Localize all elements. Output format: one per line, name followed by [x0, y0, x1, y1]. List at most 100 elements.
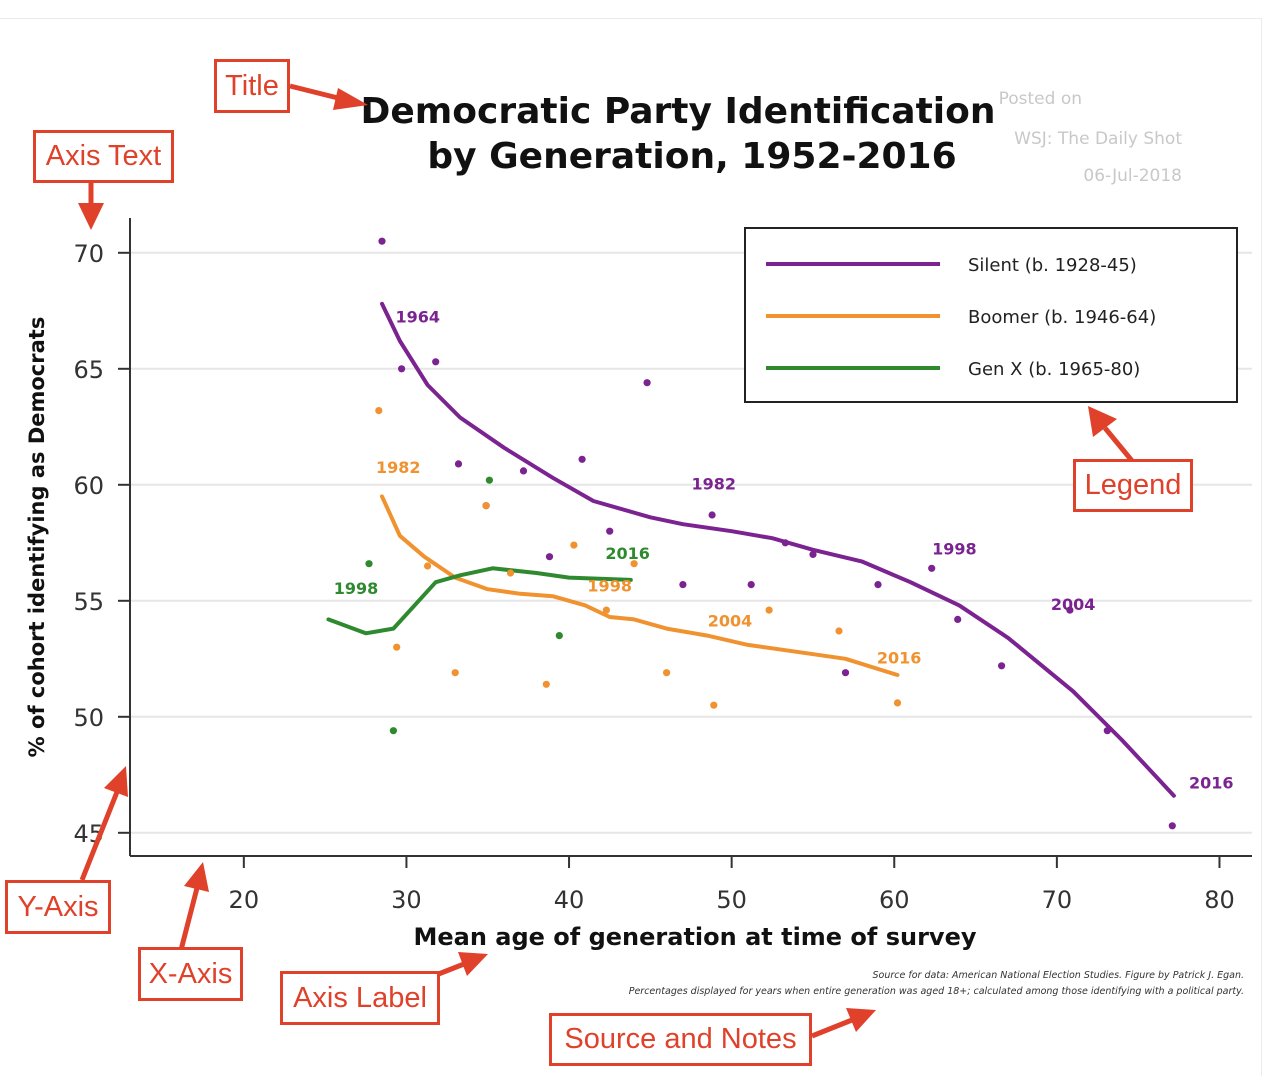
- callout-legend: Legend: [1073, 459, 1193, 512]
- data-point-boomer: [375, 407, 383, 415]
- arrow-x-axis: [178, 862, 209, 951]
- axes: [118, 218, 1252, 868]
- callout-axis-text: Axis Text: [33, 130, 174, 183]
- data-point-silent: [643, 379, 651, 387]
- data-point-silent: [781, 539, 789, 547]
- trend-line-boomer: [380, 494, 900, 677]
- x-axis-label: Mean age of generation at time of survey: [414, 923, 977, 951]
- legend-entry-silent: Silent (b. 1928-45): [968, 255, 1137, 276]
- x-tick-label-80: 80: [1204, 886, 1235, 914]
- y-tick-label-60: 60: [73, 472, 104, 500]
- source-note-line2: Percentages displayed for years when ent…: [629, 986, 1244, 997]
- data-point-boomer: [602, 606, 611, 614]
- data-point-silent: [928, 564, 936, 572]
- y-tick-label-50: 50: [73, 704, 104, 732]
- data-point-boomer: [893, 699, 902, 707]
- callout-x-axis: X-Axis: [138, 947, 243, 1001]
- year-labels: 1964 1982 1998 2004 2016 1982 1998 2004 2016 1998…: [334, 307, 1234, 792]
- trend-lines: [326, 301, 1176, 798]
- x-tick-label-30: 30: [391, 886, 422, 914]
- x-tick-label-40: 40: [554, 886, 585, 914]
- y-tick-label-70: 70: [73, 240, 104, 268]
- data-point-silent: [454, 460, 463, 468]
- data-point-silent: [606, 527, 614, 535]
- data-point-silent: [545, 553, 554, 561]
- data-point-silent: [1103, 727, 1111, 735]
- data-point-boomer: [542, 680, 550, 688]
- year-label-boomer-2004: 2004: [708, 611, 753, 630]
- data-point-boomer: [570, 541, 578, 549]
- callout-source-notes: Source and Notes: [549, 1013, 812, 1066]
- trend-line-silent: [380, 301, 1176, 798]
- year-label-genx-2016: 2016: [605, 544, 650, 563]
- source-note-line1: Source for data: American National Elect…: [873, 970, 1245, 981]
- data-point-silent: [1066, 606, 1074, 614]
- data-point-silent: [1168, 822, 1176, 830]
- x-tick-label-60: 60: [879, 886, 910, 914]
- y-tick-label-55: 55: [73, 588, 104, 616]
- data-point-silent: [378, 237, 386, 245]
- data-point-boomer: [710, 701, 718, 709]
- x-tick-label-50: 50: [716, 886, 747, 914]
- data-point-boomer: [482, 502, 490, 510]
- data-point-silent: [708, 511, 716, 519]
- data-point-silent: [578, 455, 586, 463]
- year-label-silent-2016: 2016: [1189, 774, 1234, 793]
- figure-frame: [0, 18, 1262, 1076]
- watermark-line1: Posted on: [999, 89, 1082, 109]
- data-point-silent: [398, 365, 406, 373]
- year-label-silent-1964: 1964: [396, 307, 441, 326]
- legend-entry-boomer: Boomer (b. 1946-64): [968, 307, 1156, 328]
- data-point-silent: [874, 581, 882, 589]
- data-point-silent: [519, 467, 528, 475]
- arrow-title: [289, 83, 368, 110]
- arrow-source-notes: [811, 1008, 876, 1039]
- arrow-axis-text: [78, 182, 104, 230]
- chart-title-line1: Democratic Party Identification: [360, 91, 995, 132]
- data-point-boomer: [835, 627, 843, 635]
- chart-title-line2: by Generation, 1952-2016: [427, 136, 956, 177]
- year-label-silent-1982: 1982: [692, 474, 737, 493]
- data-point-boomer: [506, 569, 515, 577]
- year-label-boomer-1982: 1982: [376, 458, 421, 477]
- callout-arrows: [78, 83, 1135, 1039]
- year-label-boomer-1998: 1998: [587, 577, 632, 596]
- data-points: [365, 237, 1176, 830]
- data-point-boomer: [663, 669, 671, 677]
- data-point-boomer: [424, 562, 432, 570]
- data-point-boomer: [393, 643, 401, 651]
- year-label-genx-1998: 1998: [334, 579, 379, 598]
- callout-axis-label: Axis Label: [280, 971, 440, 1025]
- data-point-silent: [841, 669, 850, 677]
- data-point-genx: [555, 632, 563, 640]
- year-label-boomer-2016: 2016: [877, 648, 922, 667]
- callout-y-axis: Y-Axis: [5, 880, 111, 934]
- y-tick-label-65: 65: [73, 356, 104, 384]
- x-tick-label-20: 20: [229, 886, 260, 914]
- data-point-silent: [747, 581, 755, 589]
- data-point-silent: [679, 581, 687, 589]
- data-point-boomer: [765, 606, 773, 614]
- watermark-line2: WSJ: The Daily Shot: [1014, 129, 1182, 149]
- data-point-silent: [954, 615, 962, 624]
- y-axis-label: % of cohort identifying as Democrats: [25, 317, 49, 758]
- legend: Silent (b. 1928-45) Boomer (b. 1946-64) …: [744, 227, 1238, 403]
- data-point-boomer: [630, 560, 638, 568]
- arrow-axis-label: [435, 952, 488, 978]
- trend-line-genx: [326, 566, 633, 636]
- watermark-line3: 06-Jul-2018: [1083, 166, 1182, 186]
- data-point-silent: [998, 662, 1006, 670]
- legend-entry-genx: Gen X (b. 1965-80): [968, 359, 1140, 380]
- data-point-genx: [485, 476, 493, 484]
- year-label-silent-1998: 1998: [932, 539, 977, 558]
- x-tick-label-70: 70: [1042, 886, 1073, 914]
- data-point-silent: [809, 550, 817, 559]
- data-point-genx: [389, 727, 397, 735]
- callout-title: Title: [214, 59, 290, 113]
- data-point-boomer: [451, 669, 459, 677]
- year-label-silent-2004: 2004: [1051, 595, 1096, 614]
- data-point-silent: [432, 358, 440, 366]
- arrow-legend: [1088, 406, 1135, 464]
